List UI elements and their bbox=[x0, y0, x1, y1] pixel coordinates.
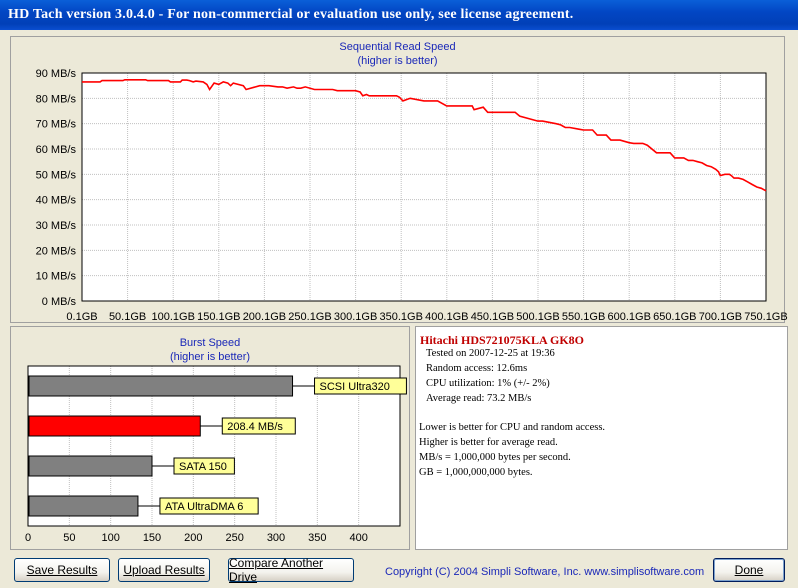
cpu-utilization: CPU utilization: 1% (+/- 2%) bbox=[426, 378, 550, 389]
y-tick-label: 30 MB/s bbox=[36, 220, 77, 232]
x-tick-label: 700.1GB bbox=[699, 311, 742, 323]
x-tick-label: 600.1GB bbox=[607, 311, 650, 323]
copyright-text: Copyright (C) 2004 Simpli Software, Inc.… bbox=[385, 566, 705, 578]
y-tick-label: 40 MB/s bbox=[36, 195, 77, 207]
y-tick-label: 10 MB/s bbox=[36, 271, 77, 283]
burst-bar bbox=[28, 415, 201, 437]
y-tick-label: 90 MB/s bbox=[36, 68, 77, 80]
bar-label-box bbox=[173, 457, 235, 475]
plot-area bbox=[82, 73, 766, 301]
drive-info-panel: Hitachi HDS721075KLA GK8O Tested on 2007… bbox=[415, 326, 788, 550]
x-tick-label: 350.1GB bbox=[379, 311, 422, 323]
x-tick-label: 500.1GB bbox=[516, 311, 559, 323]
compare-drive-label: Compare Another Drive bbox=[229, 556, 324, 584]
burst-bar bbox=[28, 495, 139, 517]
x-tick-label: 350 bbox=[308, 532, 326, 544]
bar-label-box bbox=[314, 377, 407, 395]
x-tick-label: 750.1GB bbox=[744, 311, 787, 323]
bar-label-box bbox=[221, 417, 296, 435]
y-tick-label: 80 MB/s bbox=[36, 93, 77, 105]
tested-on: Tested on 2007-12-25 at 19:36 bbox=[426, 348, 555, 359]
x-tick-label: 50 bbox=[63, 532, 75, 544]
y-tick-label: 60 MB/s bbox=[36, 144, 77, 156]
plot-border bbox=[81, 72, 767, 302]
bar-label-box bbox=[159, 497, 259, 515]
upload-results-label: Upload Results bbox=[123, 563, 205, 577]
x-tick-label: 650.1GB bbox=[653, 311, 696, 323]
y-tick-label: 20 MB/s bbox=[36, 245, 77, 257]
window-title: HD Tach version 3.0.4.0 - For non-commer… bbox=[8, 7, 574, 22]
x-tick-label: 200.1GB bbox=[243, 311, 286, 323]
compare-another-drive-button[interactable]: Compare Another Drive bbox=[228, 556, 354, 584]
seq-chart-title: Sequential Read Speed bbox=[339, 41, 456, 53]
bar-label: SATA 150 bbox=[179, 461, 227, 473]
note-line: GB = 1,000,000,000 bytes. bbox=[419, 467, 533, 478]
drive-name: Hitachi HDS721075KLA GK8O bbox=[420, 333, 585, 347]
save-results-label: Save Results bbox=[26, 563, 98, 577]
x-tick-label: 450.1GB bbox=[471, 311, 514, 323]
x-tick-label: 550.1GB bbox=[562, 311, 605, 323]
bar-label: 208.4 MB/s bbox=[227, 421, 283, 433]
x-tick-label: 200 bbox=[184, 532, 202, 544]
note-line: Higher is better for average read. bbox=[419, 437, 558, 448]
x-tick-label: 50.1GB bbox=[109, 311, 146, 323]
upload-results-button[interactable]: Upload Results bbox=[118, 558, 210, 582]
burst-chart-title: Burst Speed bbox=[179, 337, 241, 349]
save-results-button[interactable]: Save Results bbox=[14, 558, 110, 582]
bar-label: ATA UltraDMA 6 bbox=[165, 501, 243, 513]
read-speed-line bbox=[82, 79, 767, 192]
x-tick-label: 150 bbox=[143, 532, 161, 544]
burst-bar bbox=[28, 375, 294, 397]
sequential-read-chart: 0 MB/s 10 MB/s 20 MB/s 30 MB/s 40 MB/s 50 MB/… bbox=[36, 68, 788, 323]
x-tick-label: 250.1GB bbox=[288, 311, 331, 323]
average-read: Average read: 73.2 MB/s bbox=[426, 393, 532, 404]
note-line: Lower is better for CPU and random acces… bbox=[419, 422, 606, 433]
x-tick-label: 100 bbox=[101, 532, 119, 544]
x-tick-label: 100.1GB bbox=[151, 311, 194, 323]
x-tick-label: 150.1GB bbox=[197, 311, 240, 323]
burst-speed-chart: 0 50 100 150 200 250 300 350 400 SCSI Ultra320 208… bbox=[25, 365, 407, 544]
seq-chart-subtitle: (higher is better) bbox=[357, 55, 438, 67]
y-tick-label: 50 MB/s bbox=[36, 169, 77, 181]
burst-chart-subtitle: (higher is better) bbox=[169, 351, 251, 363]
y-tick-label: 0 MB/s bbox=[42, 296, 77, 308]
x-tick-label: 400.1GB bbox=[425, 311, 468, 323]
bar-label: SCSI Ultra320 bbox=[320, 381, 390, 393]
x-tick-label: 0 bbox=[25, 532, 31, 544]
plot-border bbox=[27, 365, 401, 527]
done-label: Done bbox=[734, 563, 764, 577]
x-tick-label: 300 bbox=[267, 532, 285, 544]
random-access: Random access: 12.6ms bbox=[426, 363, 528, 374]
done-button[interactable]: Done bbox=[713, 558, 785, 582]
burst-bar bbox=[28, 455, 153, 477]
y-tick-label: 70 MB/s bbox=[36, 119, 77, 131]
note-line: MB/s = 1,000,000 bytes per second. bbox=[419, 452, 571, 463]
x-tick-label: 300.1GB bbox=[334, 311, 377, 323]
x-tick-label: 400 bbox=[349, 532, 367, 544]
x-tick-label: 250 bbox=[225, 532, 243, 544]
title-bar: HD Tach version 3.0.4.0 - For non-commer… bbox=[0, 0, 798, 30]
x-tick-label: 0.1GB bbox=[66, 311, 97, 323]
